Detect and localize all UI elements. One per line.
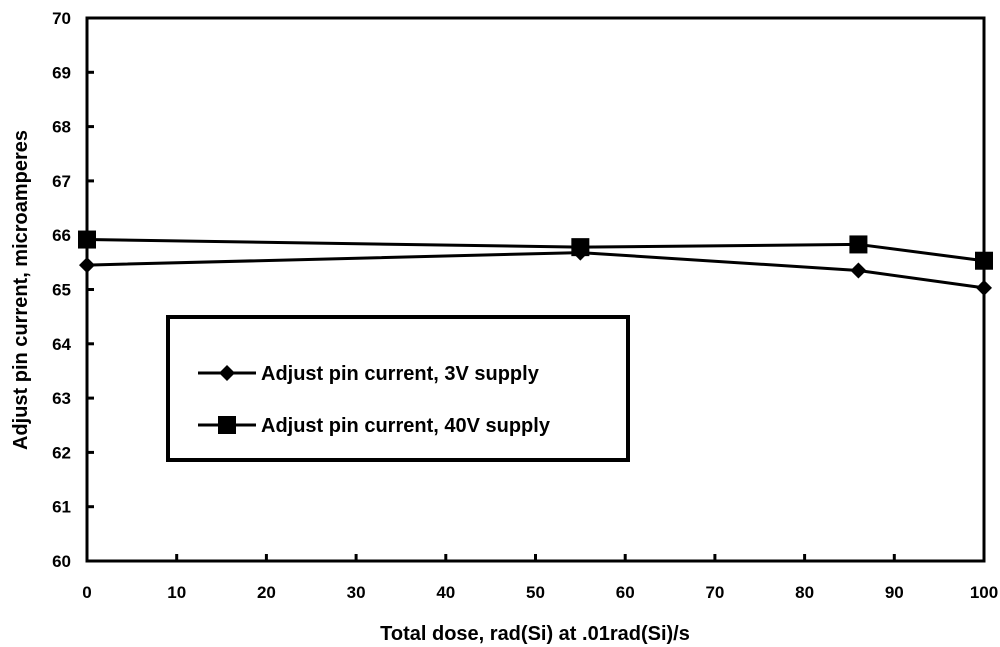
x-tick-label-10: 10 — [167, 583, 186, 602]
y-tick-label-63: 63 — [52, 389, 71, 408]
series-1-point-3 — [850, 262, 867, 279]
series-2-point-3 — [849, 235, 868, 254]
y-tick-label-65: 65 — [52, 281, 71, 300]
ticks-layer: 0 10 20 30 40 50 60 70 80 90 100 60 61 62 63 64 65 66 67 68… — [52, 9, 998, 602]
legend-label-1: Adjust pin current, 3V supply — [261, 363, 540, 385]
x-tick-label-100: 100 — [970, 583, 998, 602]
series-1-line — [86, 251, 985, 290]
legend: Adjust pin current, 3V supply Adjust pin … — [166, 315, 630, 462]
y-tick-label-60: 60 — [52, 552, 71, 571]
series-2-line — [86, 238, 985, 263]
y-tick-label-68: 68 — [52, 118, 71, 137]
x-tick-label-70: 70 — [705, 583, 724, 602]
x-tick-label-0: 0 — [82, 583, 91, 602]
y-tick-label-67: 67 — [52, 172, 71, 191]
x-tick-label-40: 40 — [436, 583, 455, 602]
legend-marker-1 — [219, 365, 235, 381]
x-tick-label-50: 50 — [526, 583, 545, 602]
x-tick-label-90: 90 — [885, 583, 904, 602]
y-tick-label-66: 66 — [52, 226, 71, 245]
x-axis-title: Total dose, rad(Si) at .01rad(Si)/s — [380, 623, 690, 645]
x-tick-label-60: 60 — [616, 583, 635, 602]
y-tick-label-61: 61 — [52, 498, 71, 517]
y-tick-label-62: 62 — [52, 443, 71, 462]
x-tick-label-20: 20 — [257, 583, 276, 602]
x-tick-label-30: 30 — [347, 583, 366, 602]
y-tick-label-69: 69 — [52, 63, 71, 82]
y-tick-label-64: 64 — [52, 335, 71, 354]
legend-label-2: Adjust pin current, 40V supply — [261, 415, 551, 437]
legend-marker-2 — [218, 416, 236, 434]
series-layer — [78, 230, 993, 296]
y-tick-label-70: 70 — [52, 9, 71, 28]
x-tick-label-80: 80 — [795, 583, 814, 602]
legend-box — [166, 315, 630, 462]
y-axis-title: Adjust pin current, microamperes — [10, 130, 32, 450]
series-2-point-2 — [571, 238, 590, 257]
plot-area — [85, 16, 986, 563]
